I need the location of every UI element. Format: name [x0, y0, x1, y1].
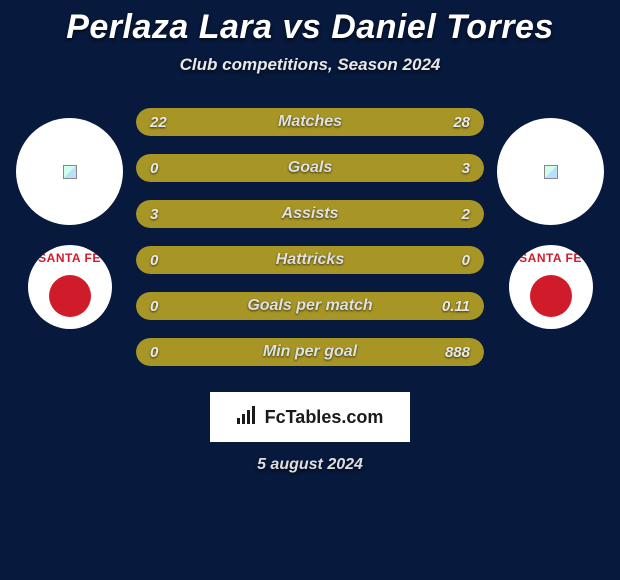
- page-title: Perlaza Lara vs Daniel Torres: [0, 0, 620, 47]
- stat-value-left: 0: [150, 154, 158, 182]
- player-badge-right: [497, 118, 604, 225]
- player-badge-left: [16, 118, 123, 225]
- stat-row: Min per goal0888: [136, 338, 484, 366]
- stat-value-left: 0: [150, 246, 158, 274]
- club-badge-left: SANTA FE: [28, 245, 112, 329]
- stat-fill-left: [136, 292, 310, 320]
- stat-fill-left: [136, 200, 345, 228]
- stat-row: Matches2228: [136, 108, 484, 136]
- stat-value-right: 28: [453, 108, 470, 136]
- club-badge-right-label: SANTA FE: [509, 251, 593, 265]
- stat-fill-right: [199, 154, 484, 182]
- club-badge-right: SANTA FE: [509, 245, 593, 329]
- signal-icon: [237, 406, 259, 429]
- stat-row: Assists32: [136, 200, 484, 228]
- stat-fill-left: [136, 154, 199, 182]
- stat-fill-left: [136, 338, 310, 366]
- stat-value-left: 3: [150, 200, 158, 228]
- stat-fill-right: [310, 246, 484, 274]
- stat-value-right: 2: [462, 200, 470, 228]
- club-badge-left-label: SANTA FE: [28, 251, 112, 265]
- stat-value-left: 0: [150, 292, 158, 320]
- page-subtitle: Club competitions, Season 2024: [0, 55, 620, 75]
- club-badge-left-dot: [49, 275, 91, 317]
- broken-image-icon: [63, 165, 77, 179]
- stat-value-right: 3: [462, 154, 470, 182]
- stat-fill-left: [136, 246, 310, 274]
- stat-value-right: 888: [445, 338, 470, 366]
- club-badge-right-dot: [530, 275, 572, 317]
- broken-image-icon: [544, 165, 558, 179]
- brand-text: FcTables.com: [265, 407, 384, 428]
- stat-row: Hattricks00: [136, 246, 484, 274]
- stat-value-left: 22: [150, 108, 167, 136]
- snapshot-date: 5 august 2024: [0, 456, 620, 474]
- stat-row: Goals per match00.11: [136, 292, 484, 320]
- stat-bars: Matches2228Goals03Assists32Hattricks00Go…: [136, 108, 484, 384]
- stat-row: Goals03: [136, 154, 484, 182]
- brand-banner: FcTables.com: [210, 392, 410, 442]
- left-badge-column: SANTA FE: [16, 118, 123, 329]
- stat-value-left: 0: [150, 338, 158, 366]
- right-badge-column: SANTA FE: [497, 118, 604, 329]
- stat-value-right: 0: [462, 246, 470, 274]
- stat-value-right: 0.11: [442, 292, 470, 320]
